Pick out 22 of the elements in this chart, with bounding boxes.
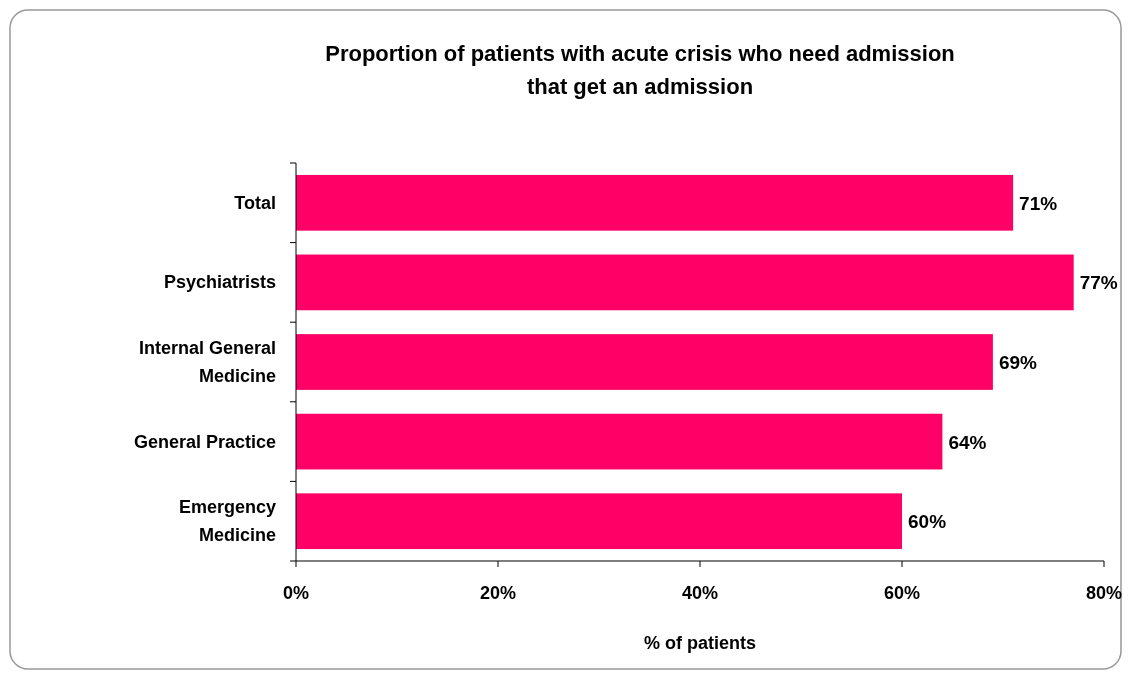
x-axis-title: % of patients — [643, 633, 757, 653]
data-label: 69% — [998, 352, 1038, 373]
data-label: 71% — [1019, 192, 1058, 214]
y-tick-label: Total — [234, 192, 276, 213]
chart-title: Proportion of patients with acute crisis who need admission that get an admission — [325, 41, 955, 99]
data-label: 77% — [1079, 272, 1118, 294]
x-tick-label: 20% — [479, 583, 517, 603]
bar — [296, 334, 993, 390]
bar — [296, 254, 1074, 311]
data-label: 64% — [948, 431, 987, 453]
x-tick-label: 60% — [883, 583, 921, 603]
y-tick-label: Internal General Medicine — [138, 338, 276, 386]
y-tick-label: Psychiatrists — [163, 272, 276, 293]
y-tick-label: Emergency Medicine — [178, 497, 276, 546]
x-tick-label: 80% — [1085, 583, 1123, 603]
bar — [296, 174, 1014, 231]
data-label: 60% — [908, 511, 947, 533]
bar — [296, 493, 902, 550]
x-tick-label: 0% — [282, 583, 310, 603]
x-tick-label: 40% — [681, 583, 719, 603]
y-tick-label: General Practice — [133, 431, 276, 452]
bar — [296, 413, 943, 470]
